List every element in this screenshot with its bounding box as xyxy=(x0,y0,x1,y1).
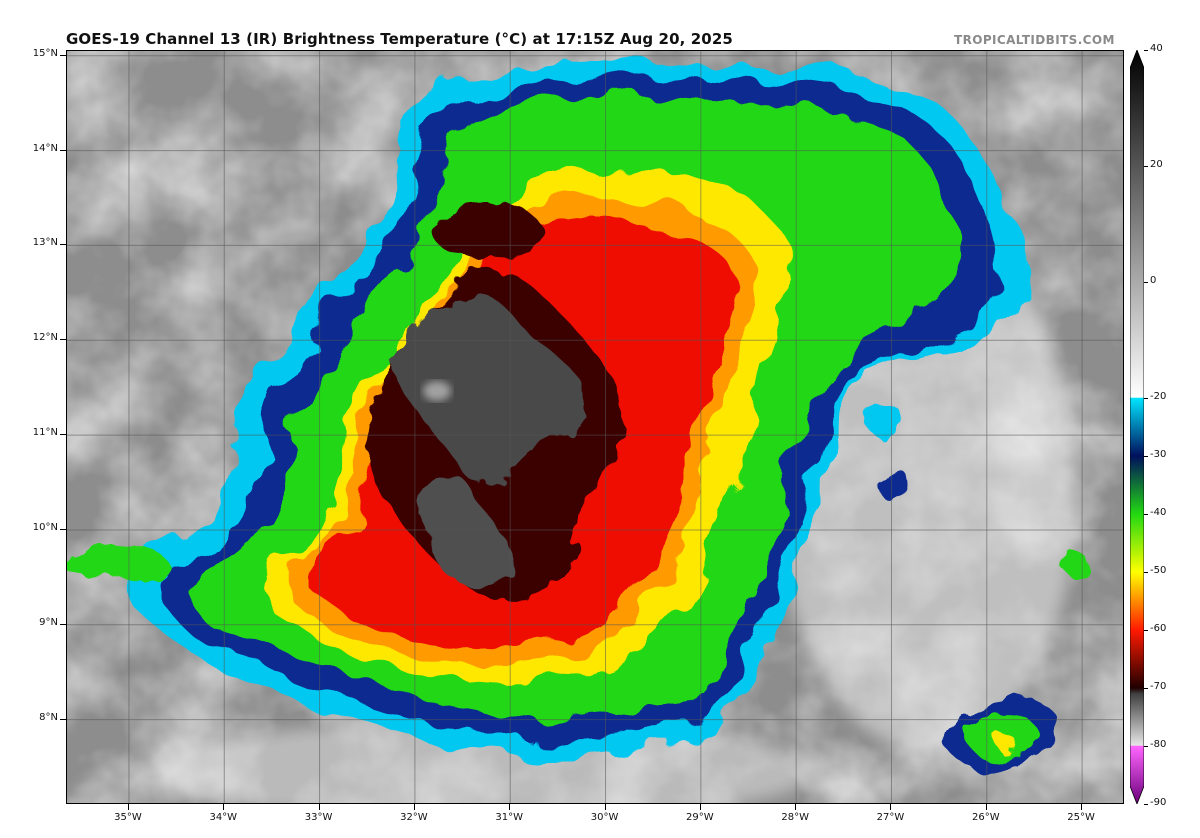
colorbar-tick-mark xyxy=(1144,398,1148,399)
overshooting-tops-north xyxy=(393,295,586,488)
colorbar-tick-label: -30 xyxy=(1150,449,1167,460)
outlying-clouds xyxy=(67,397,1086,770)
latitude-tick-label: 11°N xyxy=(32,427,58,439)
west-cloud-fragment xyxy=(67,544,170,581)
satellite-image xyxy=(67,51,1123,803)
longitude-tick-mark xyxy=(699,804,701,810)
latitude-tick-mark xyxy=(60,339,66,341)
cold-cell-north xyxy=(432,203,542,259)
longitude-tick-label: 27°W xyxy=(876,812,905,823)
east-cloud-fragment-core xyxy=(965,714,1035,760)
longitude-tick-mark xyxy=(795,804,797,810)
latitude-tick-label: 8°N xyxy=(39,711,58,723)
colorbar-tick-label: 0 xyxy=(1150,275,1157,286)
colorbar-tick-mark xyxy=(1144,166,1148,167)
longitude-tick-label: 28°W xyxy=(781,812,809,823)
colorbar-tick-label: -60 xyxy=(1150,623,1167,634)
cold-tops xyxy=(367,203,623,600)
colorbar-tick-label: -40 xyxy=(1150,507,1167,518)
latitude-tick-mark xyxy=(60,434,66,436)
longitude-tick-label: 35°W xyxy=(114,812,142,823)
satellite-map[interactable] xyxy=(66,50,1124,804)
colorbar-tick-label: -50 xyxy=(1150,565,1167,576)
colorbar-tick-mark xyxy=(1144,572,1148,573)
latitude-tick-mark xyxy=(60,149,66,151)
longitude-tick-label: 29°W xyxy=(686,812,714,823)
colorbar-tick-mark xyxy=(1144,50,1148,51)
longitude-tick-mark xyxy=(318,804,320,810)
colorbar-body xyxy=(1129,48,1145,806)
east-cyan-fragment xyxy=(863,397,903,442)
map-title: GOES-19 Channel 13 (IR) Brightness Tempe… xyxy=(66,30,733,48)
longitude-tick-mark xyxy=(1081,804,1083,810)
colorbar-tick-mark xyxy=(1144,282,1148,283)
colorbar-tick-mark xyxy=(1144,514,1148,515)
longitude-tick-mark xyxy=(223,804,225,810)
latitude-tick-label: 12°N xyxy=(32,332,58,344)
coldest-spot xyxy=(423,381,451,401)
longitude-tick-mark xyxy=(509,804,511,810)
longitude-tick-label: 34°W xyxy=(209,812,238,823)
longitude-tick-label: 32°W xyxy=(400,812,428,823)
latitude-tick-label: 13°N xyxy=(32,237,58,249)
latitude-tick-label: 9°N xyxy=(39,616,58,628)
colorbar-tick-label: -80 xyxy=(1150,739,1167,750)
longitude-tick-mark xyxy=(604,804,606,810)
longitude-tick-label: 30°W xyxy=(590,812,619,823)
latitude-tick-mark xyxy=(60,623,66,625)
latitude-tick-mark xyxy=(60,244,66,246)
colorbar xyxy=(1129,48,1145,806)
longitude-tick-label: 25°W xyxy=(1067,812,1095,823)
colorbar-gradient xyxy=(1129,48,1145,806)
latitude-tick-label: 10°N xyxy=(32,521,58,533)
far-east-fragment xyxy=(1062,549,1086,578)
graticule xyxy=(67,51,1123,803)
latitude-tick-mark xyxy=(60,54,66,56)
colorbar-tick-label: -70 xyxy=(1150,681,1167,692)
colorbar-tick-label: 40 xyxy=(1150,43,1163,54)
latitude-tick-label: 14°N xyxy=(32,142,58,154)
longitude-tick-label: 26°W xyxy=(971,812,1000,823)
latitude-tick-label: 15°N xyxy=(32,47,58,59)
colorbar-tick-mark xyxy=(1144,804,1148,805)
site-credit: TROPICALTIDBITS.COM xyxy=(954,33,1115,47)
longitude-tick-mark xyxy=(890,804,892,810)
colorbar-tick-mark xyxy=(1144,456,1148,457)
latitude-tick-mark xyxy=(60,718,66,720)
colorbar-tick-label: 20 xyxy=(1150,159,1163,170)
longitude-tick-mark xyxy=(985,804,987,810)
colorbar-tick-label: -20 xyxy=(1150,391,1167,402)
colorbar-tick-label: -90 xyxy=(1150,797,1167,808)
east-navy-fragment xyxy=(881,467,909,505)
latitude-tick-mark xyxy=(60,528,66,530)
east-cloud-fragment-top xyxy=(997,735,1018,755)
colorbar-tick-mark xyxy=(1144,630,1148,631)
longitude-tick-label: 31°W xyxy=(495,812,524,823)
longitude-tick-mark xyxy=(413,804,415,810)
longitude-tick-mark xyxy=(127,804,129,810)
colorbar-tick-mark xyxy=(1144,688,1148,689)
longitude-tick-label: 33°W xyxy=(304,812,333,823)
colorbar-tick-mark xyxy=(1144,746,1148,747)
